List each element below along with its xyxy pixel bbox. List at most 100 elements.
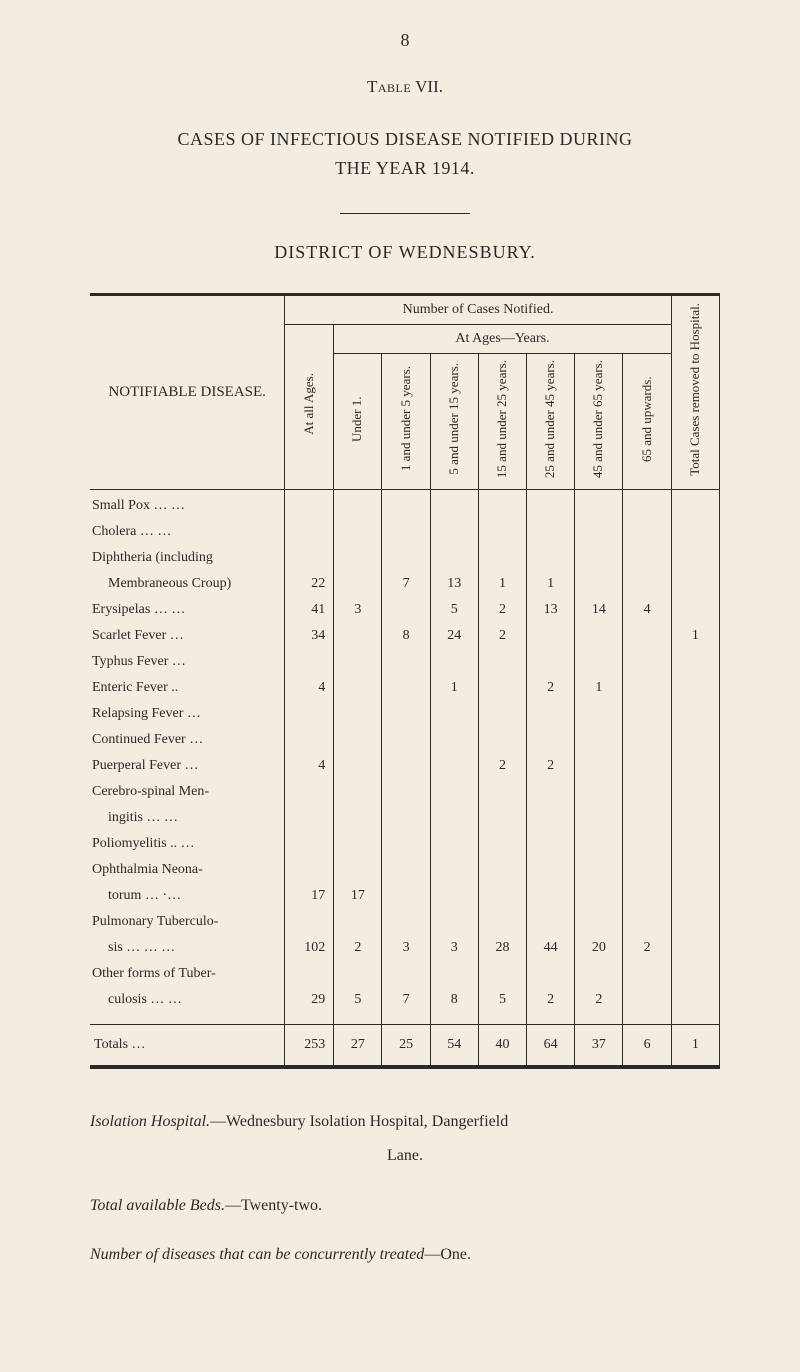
table-cell: 5 — [430, 594, 478, 620]
table-cell: 3 — [382, 932, 430, 958]
table-cell — [671, 802, 719, 828]
page-number: 8 — [90, 30, 720, 51]
col-header-removed: Total Cases removed to Hospital. — [671, 294, 719, 489]
table-cell — [382, 802, 430, 828]
table-cell — [382, 490, 430, 516]
table-cell — [623, 880, 671, 906]
table-cell: 2 — [527, 984, 575, 1010]
table-cell — [478, 828, 526, 854]
table-cell — [575, 880, 623, 906]
table-cell: 13 — [430, 568, 478, 594]
table-cell — [285, 802, 334, 828]
table-cell — [575, 516, 623, 542]
col-header-5-15: 5 and under 15 years. — [430, 353, 478, 489]
table-cell — [527, 542, 575, 568]
disease-label: Continued Fever … — [90, 724, 285, 750]
table-cell — [575, 854, 623, 880]
table-cell — [623, 802, 671, 828]
table-cell — [527, 516, 575, 542]
table-cell — [527, 958, 575, 984]
col-header-at-all-ages: At all Ages. — [285, 324, 334, 489]
disease-label: Ophthalmia Neona- — [90, 854, 285, 880]
table-cell — [285, 490, 334, 516]
table-cell — [671, 880, 719, 906]
table-row: torum … ·…1717 — [90, 880, 720, 906]
table-cell — [671, 594, 719, 620]
col-header-at-all-ages-text: At all Ages. — [302, 369, 317, 439]
table-cell — [623, 646, 671, 672]
totals-all: 253 — [285, 1024, 334, 1065]
disease-label: Scarlet Fever … — [90, 620, 285, 646]
available-beds-text: —Twenty-two. — [225, 1197, 322, 1214]
col-header-1-5-text: 1 and under 5 years. — [399, 362, 414, 475]
col-header-25-45: 25 and under 45 years. — [527, 353, 575, 489]
table-cell: 17 — [334, 880, 382, 906]
table-row: Membraneous Croup)2271311 — [90, 568, 720, 594]
table-row: sis … … …1022332844202 — [90, 932, 720, 958]
table-cell — [430, 906, 478, 932]
table-cell: 24 — [430, 620, 478, 646]
table-cell — [382, 776, 430, 802]
table-cell — [527, 854, 575, 880]
disease-label: Other forms of Tuber- — [90, 958, 285, 984]
table-row: Erysipelas … …4135213144 — [90, 594, 720, 620]
col-header-number-notified: Number of Cases Notified. — [285, 294, 671, 324]
table-cell — [478, 516, 526, 542]
table-cell: 2 — [478, 620, 526, 646]
table-cell — [623, 542, 671, 568]
table-cell: 2 — [575, 984, 623, 1010]
col-header-removed-text: Total Cases removed to Hospital. — [688, 299, 703, 480]
table-cell — [285, 516, 334, 542]
table-cell — [478, 906, 526, 932]
table-cell — [285, 854, 334, 880]
table-cell: 1 — [527, 568, 575, 594]
table-cell — [478, 958, 526, 984]
col-header-disease-text: NOTIFIABLE DISEASE. — [94, 375, 280, 410]
table-row: ingitis … … — [90, 802, 720, 828]
table-cell — [334, 750, 382, 776]
divider — [340, 213, 470, 214]
table-cell — [671, 828, 719, 854]
totals-b45: 37 — [575, 1024, 623, 1065]
table-cell — [623, 828, 671, 854]
table-cell — [671, 958, 719, 984]
table-cell: 7 — [382, 568, 430, 594]
table-cell: 17 — [285, 880, 334, 906]
table-cell — [382, 958, 430, 984]
table-cell — [671, 724, 719, 750]
table-cell — [671, 516, 719, 542]
table-cell: 22 — [285, 568, 334, 594]
table-cell — [623, 776, 671, 802]
available-beds-line: Total available Beds.—Twenty-two. — [90, 1191, 720, 1221]
table-cell — [334, 672, 382, 698]
table-cell — [334, 542, 382, 568]
table-cell — [430, 750, 478, 776]
table-cell — [285, 646, 334, 672]
disease-label: Poliomyelitis .. … — [90, 828, 285, 854]
disease-label: Typhus Fever … — [90, 646, 285, 672]
table-cell — [285, 776, 334, 802]
table-cell — [623, 516, 671, 542]
disease-label: Cholera … … — [90, 516, 285, 542]
table-cell — [285, 906, 334, 932]
table-cell — [382, 828, 430, 854]
table-cell — [382, 672, 430, 698]
table-cell — [478, 802, 526, 828]
table-cell — [334, 620, 382, 646]
disease-label: Puerperal Fever … — [90, 750, 285, 776]
table-cell — [285, 542, 334, 568]
disease-label: Small Pox … … — [90, 490, 285, 516]
isolation-hospital-line: Isolation Hospital.—Wednesbury Isolation… — [90, 1107, 720, 1137]
table-cell — [430, 802, 478, 828]
table-cell — [671, 698, 719, 724]
concurrent-diseases-line: Number of diseases that can be concurren… — [90, 1240, 720, 1270]
table-cell — [671, 568, 719, 594]
table-cell: 102 — [285, 932, 334, 958]
col-header-1-5: 1 and under 5 years. — [382, 353, 430, 489]
table-cell — [430, 698, 478, 724]
table-row: Continued Fever … — [90, 724, 720, 750]
table-cell — [334, 906, 382, 932]
table-cell — [430, 776, 478, 802]
table-cell — [527, 698, 575, 724]
table-cell: 8 — [430, 984, 478, 1010]
